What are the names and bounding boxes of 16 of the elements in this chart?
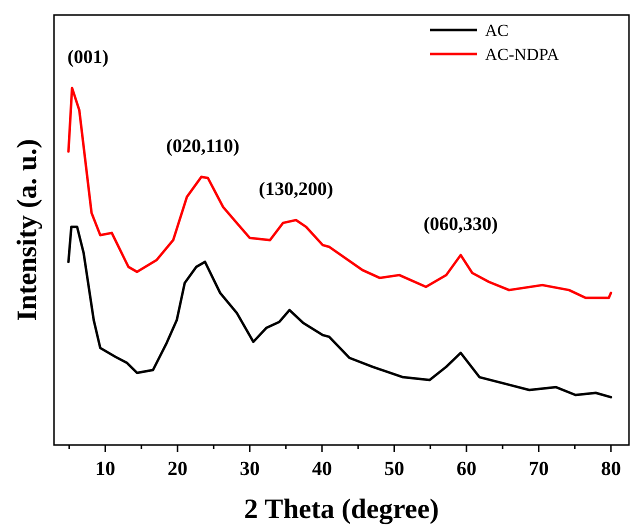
x-tick-label: 40 [312, 458, 332, 480]
x-tick-label: 50 [384, 458, 404, 480]
annotation: (020,110) [166, 136, 240, 157]
annotation: (060,330) [423, 214, 498, 236]
annotation: (130,200) [258, 179, 334, 200]
annotation: (001) [67, 47, 109, 68]
x-tick-label: 70 [528, 458, 549, 480]
y-axis-title: Intensity (a. u.) [12, 138, 43, 322]
x-tick-label: 20 [168, 458, 188, 480]
x-tick-label: 10 [95, 458, 116, 480]
x-tick-label: 30 [240, 458, 260, 480]
x-tick-label: 80 [600, 458, 621, 480]
legend-label: AC [485, 21, 509, 40]
legend-label: AC-NDPA [485, 45, 560, 64]
x-axis-title: 2 Theta (degree) [244, 494, 439, 525]
x-tick-label: 60 [456, 458, 476, 480]
